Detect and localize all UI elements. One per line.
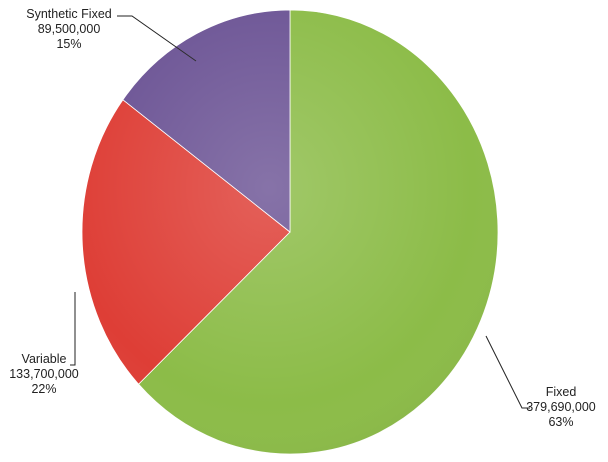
fixed-percent: 63% [548,415,574,429]
variable-value: 133,700,000 [9,367,79,381]
slice-label-fixed: Fixed 379,690,000 63% [518,385,604,430]
synthetic-fixed-name: Synthetic Fixed [26,7,112,21]
leader-line-variable [70,292,76,366]
synthetic-fixed-value: 89,500,000 [37,22,101,36]
variable-name: Variable [21,352,67,366]
synthetic-fixed-percent: 15% [56,37,82,51]
slice-label-variable: Variable 133,700,000 22% [4,352,84,397]
variable-percent: 22% [31,382,57,396]
fixed-name: Fixed [545,385,577,399]
slice-label-synthetic-fixed: Synthetic Fixed 89,500,000 15% [8,7,130,52]
fixed-value: 379,690,000 [526,400,596,414]
leader-line-fixed [485,335,530,409]
